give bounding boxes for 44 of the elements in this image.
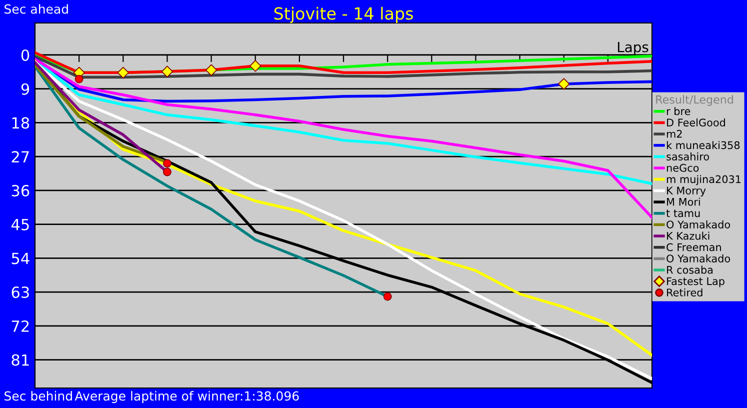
legend-label: C Freeman xyxy=(666,243,721,252)
line-series xyxy=(35,58,652,219)
legend-label: Fastest Lap xyxy=(667,277,724,288)
legend-label: R cosaba xyxy=(667,266,713,274)
point xyxy=(74,74,84,84)
point xyxy=(162,159,172,168)
legend-label: m2 xyxy=(666,130,682,138)
legend-label: K Morry xyxy=(667,186,706,196)
legend-label: Retired xyxy=(667,288,702,296)
legend-label: m mujina2031 xyxy=(666,175,741,186)
legend-label: O Yamakado xyxy=(666,254,730,262)
legend-label: r bre xyxy=(666,107,690,116)
legend-label: t tamu xyxy=(666,210,700,218)
chart-title: Stjovite - 14 laps xyxy=(274,6,413,23)
legend-label: k muneaki358 xyxy=(666,141,740,150)
legend-label: K Kazuki xyxy=(667,232,710,240)
text: Average laptime of winner:1:38.096 xyxy=(74,391,299,404)
y-tick-label: 81 xyxy=(12,354,29,366)
point xyxy=(161,66,174,78)
legend-label: D FeelGood xyxy=(667,118,725,126)
point xyxy=(558,78,570,90)
y-tick-label: 27 xyxy=(12,151,29,162)
y-tick-label: 63 xyxy=(12,286,29,298)
point xyxy=(162,168,172,176)
y-tick-label: 9 xyxy=(21,83,30,95)
y-tick-label: 45 xyxy=(11,218,29,230)
line-series xyxy=(35,56,652,103)
point xyxy=(205,64,218,76)
legend-label: O Yamakado xyxy=(666,220,730,228)
point xyxy=(250,60,262,72)
x-axis-title: Laps xyxy=(618,42,648,55)
text: Sec behind xyxy=(4,391,72,401)
point xyxy=(117,66,129,78)
point xyxy=(383,292,392,301)
y-tick-label: 0 xyxy=(21,49,30,62)
legend-label: neGco xyxy=(666,164,699,172)
y-tick-label: 72 xyxy=(12,320,29,332)
legend-label: M Mori xyxy=(667,198,700,206)
legend-label: sasahiro xyxy=(666,152,709,160)
y-tick-label: 54 xyxy=(12,252,30,264)
y-tick-label: 36 xyxy=(12,184,30,196)
y-axis-title: Sec ahead xyxy=(4,4,68,14)
y-tick-label: 18 xyxy=(12,117,30,129)
legend-title: Result/Legend xyxy=(656,95,733,106)
